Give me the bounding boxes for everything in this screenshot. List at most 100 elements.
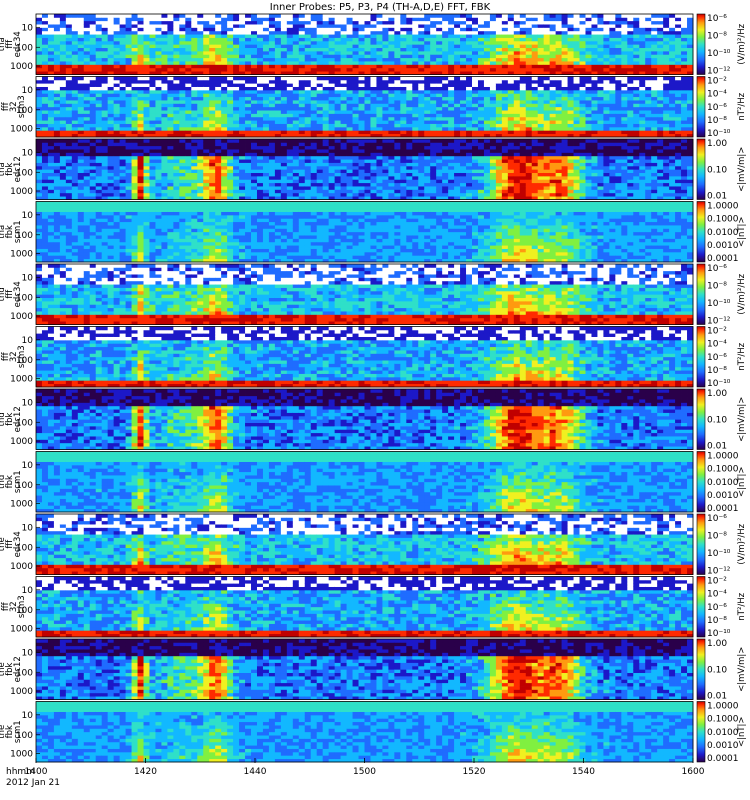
spectrogram-cell: [233, 17, 239, 21]
spectrogram-cell: [460, 51, 466, 55]
spectrogram-cell: [221, 58, 227, 62]
spectrogram-cell: [412, 41, 418, 45]
spectrogram-cell: [48, 41, 54, 45]
spectrogram-cell: [454, 27, 460, 31]
spectrogram-cell: [293, 51, 299, 55]
spectrogram-cell: [514, 44, 520, 48]
spectrogram-cell: [603, 44, 609, 48]
spectrogram-cell: [54, 44, 60, 48]
spectrogram-cell: [532, 41, 538, 45]
spectrogram-cell: [424, 38, 430, 42]
spectrogram-cell: [84, 17, 90, 21]
spectrogram-cell: [347, 14, 353, 18]
spectrogram-cell: [514, 51, 520, 55]
spectrogram-cell: [203, 17, 209, 21]
spectrogram-cell: [454, 21, 460, 25]
spectrogram-cell: [412, 68, 418, 72]
spectrogram-cell: [305, 68, 311, 72]
spectrogram-cell: [96, 51, 102, 55]
spectrogram-cell: [418, 48, 424, 52]
spectrogram-cell: [532, 68, 538, 72]
spectrogram-cell: [472, 48, 478, 52]
spectrogram-cell: [185, 48, 191, 52]
spectrogram-cell: [185, 38, 191, 42]
spectrogram-cell: [663, 48, 669, 52]
spectrogram-cell: [406, 41, 412, 45]
spectrogram-cell: [155, 44, 161, 48]
spectrogram-cell: [167, 54, 173, 58]
spectrogram-cell: [436, 58, 442, 62]
spectrogram-cell: [263, 64, 269, 68]
spectrogram-cell: [687, 48, 693, 52]
spectrogram-cell: [394, 41, 400, 45]
spectrogram-cell: [54, 97, 60, 101]
spectrogram-cell: [36, 124, 42, 128]
spectrogram-cell: [72, 127, 78, 131]
spectrogram-cell: [329, 48, 335, 52]
spectrogram-cell: [102, 14, 108, 18]
spectrogram-cell: [120, 41, 126, 45]
spectrogram-cell: [42, 38, 48, 42]
spectrogram-cell: [36, 68, 42, 72]
spectrogram-cell: [72, 48, 78, 52]
spectrogram-cell: [442, 24, 448, 28]
spectrogram-cell: [251, 58, 257, 62]
spectrogram-cell: [406, 68, 412, 72]
spectrogram-cell: [66, 68, 72, 72]
spectrogram-cell: [132, 48, 138, 52]
spectrogram-cell: [108, 38, 114, 42]
spectrogram-cell: [484, 14, 490, 18]
spectrogram-cell: [138, 64, 144, 68]
spectrogram-cell: [388, 27, 394, 31]
spectrogram-cell: [585, 27, 591, 31]
spectrogram-cell: [78, 41, 84, 45]
spectrogram-cell: [526, 44, 532, 48]
spectrogram-cell: [550, 41, 556, 45]
spectrogram-cell: [155, 64, 161, 68]
spectrogram-cell: [496, 58, 502, 62]
spectrogram-cell: [60, 107, 66, 111]
spectrogram-cell: [66, 80, 72, 84]
spectrogram-cell: [657, 64, 663, 68]
spectrogram-cell: [568, 27, 574, 31]
spectrogram-cell: [412, 54, 418, 58]
spectrogram-cell: [418, 41, 424, 45]
spectrogram-cell: [114, 14, 120, 18]
spectrogram-cell: [585, 64, 591, 68]
spectrogram-cell: [490, 31, 496, 35]
spectrogram-cell: [651, 58, 657, 62]
spectrogram-cell: [580, 48, 586, 52]
spectrogram-cell: [132, 21, 138, 25]
spectrogram-cell: [42, 80, 48, 84]
spectrogram-cell: [365, 17, 371, 21]
spectrogram-cell: [591, 21, 597, 25]
spectrogram-cell: [90, 64, 96, 68]
spectrogram-cell: [233, 58, 239, 62]
spectrogram-cell: [233, 51, 239, 55]
spectrogram-cell: [603, 14, 609, 18]
spectrogram-cell: [388, 31, 394, 35]
spectrogram-cell: [138, 54, 144, 58]
spectrogram-cell: [60, 38, 66, 42]
spectrogram-cell: [520, 14, 526, 18]
spectrogram-cell: [239, 14, 245, 18]
spectrogram-cell: [591, 27, 597, 31]
spectrogram-cell: [615, 34, 621, 38]
spectrogram-cell: [400, 44, 406, 48]
spectrogram-cell: [621, 54, 627, 58]
spectrogram-cell: [72, 51, 78, 55]
spectrogram-cell: [197, 21, 203, 25]
spectrogram-cell: [72, 103, 78, 107]
spectrogram-cell: [609, 54, 615, 58]
spectrogram-cell: [639, 44, 645, 48]
spectrogram-cell: [311, 68, 317, 72]
spectrogram-cell: [585, 41, 591, 45]
spectrogram-cell: [54, 34, 60, 38]
spectrogram-cell: [281, 21, 287, 25]
spectrogram-cell: [329, 61, 335, 65]
spectrogram-cell: [365, 68, 371, 72]
spectrogram-cell: [257, 14, 263, 18]
spectrogram-cell: [538, 48, 544, 52]
spectrogram-cell: [574, 48, 580, 52]
spectrogram-cell: [496, 21, 502, 25]
